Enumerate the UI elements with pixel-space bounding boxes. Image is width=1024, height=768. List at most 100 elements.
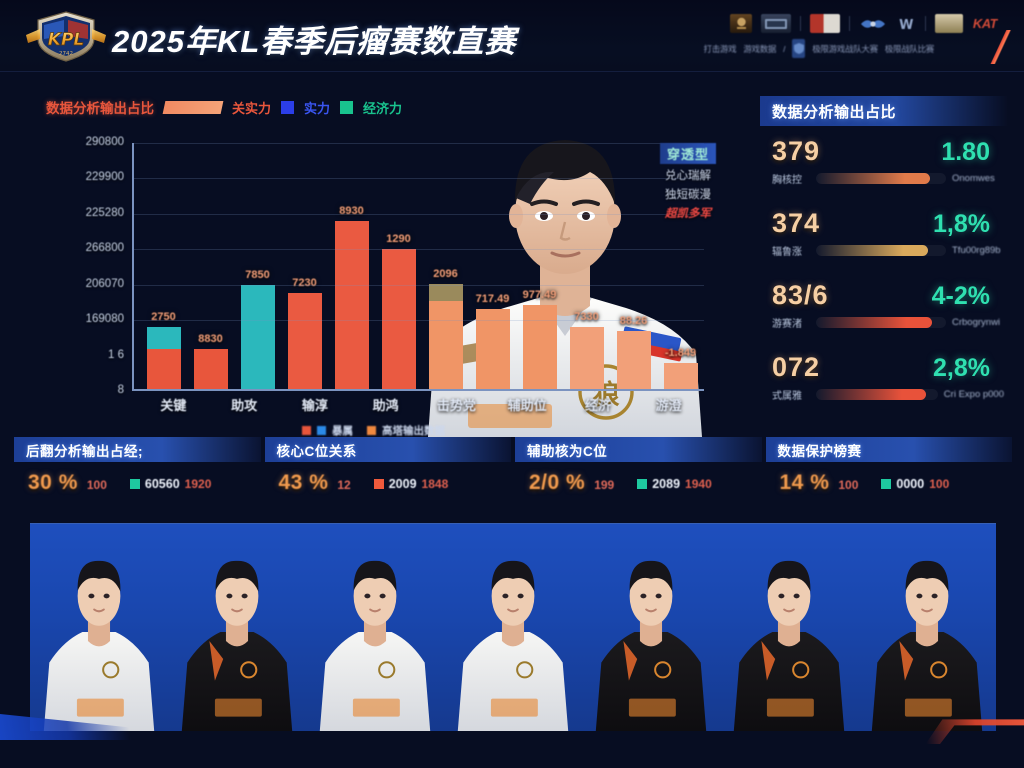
stat-card-tail: 2089 1940: [637, 477, 712, 491]
bar-slot[interactable]: 717.49: [469, 143, 516, 389]
stats-row-progress: [816, 173, 946, 184]
stats-row[interactable]: 072 2,8% 式属雅 Cri Expo p000: [760, 342, 1008, 414]
bar-value-label: 8830: [198, 333, 223, 345]
roster-player[interactable]: [858, 551, 996, 731]
progress-fill: [816, 173, 931, 184]
sponsor-divider: [849, 16, 850, 31]
roster-player[interactable]: [444, 551, 582, 731]
stats-row-percent: 2,8%: [933, 354, 990, 382]
bar-slot[interactable]: 977.49: [516, 143, 563, 389]
x-axis-tick: 击势党: [436, 398, 476, 413]
progress-fill: [816, 317, 932, 328]
bar-slot[interactable]: 88.26: [610, 143, 657, 389]
bar[interactable]: [193, 349, 228, 389]
y-axis-tick: 206070: [85, 277, 124, 290]
roster-player[interactable]: [306, 551, 444, 731]
hero-annotation: 穿透型 兑心瑞解 独短碳漫 超凯多军: [636, 143, 740, 221]
legend-swatch-green: [340, 100, 354, 114]
stat-card-number-2: 1920: [184, 477, 212, 491]
bar[interactable]: [569, 327, 604, 389]
svg-text:KPL: KPL: [48, 30, 84, 50]
header-bar: KPL 2742 2025年KL春季后瘤赛数直赛 W: [0, 0, 1024, 72]
stats-row-value: 83/6: [772, 280, 829, 310]
legend-swatch-blue: [281, 100, 295, 114]
bar-value-label: 7330: [574, 311, 599, 323]
stat-card-number-2: 100: [929, 477, 950, 491]
bar-slot[interactable]: -1.849: [657, 143, 704, 389]
bar-segment: [146, 327, 181, 349]
stats-row-progress: [816, 389, 938, 400]
stats-row-value: 072: [772, 352, 821, 382]
stat-card-subvalue: 12: [337, 478, 351, 492]
bar-segment: [428, 284, 463, 301]
bar-value-label: 2750: [151, 311, 176, 323]
bar[interactable]: [522, 305, 557, 389]
bar[interactable]: [428, 284, 463, 389]
stat-card-header: 数据保护榜赛: [765, 437, 1012, 462]
stats-row-label: 辐鲁涨: [772, 247, 802, 258]
stat-card-dot-icon: [129, 479, 140, 489]
bar-value-label: 7230: [292, 277, 317, 289]
legend-label-1: 实力: [304, 100, 331, 116]
stats-row[interactable]: 379 1.80 胸核控 Onomwes: [760, 126, 1008, 198]
bar-slot[interactable]: 8930: [328, 143, 375, 389]
roster-player[interactable]: [168, 551, 306, 731]
bar-slot[interactable]: 8830: [187, 143, 234, 389]
bar-slot[interactable]: 2096: [422, 143, 469, 389]
stats-row[interactable]: 83/6 4-2% 游赛渚 Crbogrynwi: [760, 270, 1008, 342]
bar[interactable]: [334, 221, 369, 389]
bar-segment: [428, 301, 463, 389]
sponsor-badge-5-icon: W: [896, 14, 916, 33]
stat-card[interactable]: 辅助核为C位 2/0 % 199 2089 1940: [515, 437, 762, 509]
bar[interactable]: [381, 249, 416, 389]
plot-area: 290800 229900 225280 266800 206070 169080 1 6 8…: [42, 136, 706, 437]
bar-slot[interactable]: 2750: [140, 143, 187, 389]
bar-chart-panel: 数据分析输出占比 关实力 实力 经济力 290800 229900 225280 26…: [24, 92, 724, 437]
bar[interactable]: [616, 331, 651, 389]
bar[interactable]: [475, 309, 510, 389]
sponsor-badge-1-icon: [730, 14, 752, 33]
stat-card-dot-icon: [373, 479, 384, 489]
y-axis-tick: 229900: [85, 171, 124, 184]
stat-card[interactable]: 数据保护榜赛 14 % 100 0000 100: [765, 437, 1012, 509]
roster-player[interactable]: [30, 551, 168, 731]
x-axis-tick: 助鸿: [372, 398, 399, 413]
bar-value-label: 8930: [339, 205, 364, 217]
stat-card-subvalue: 100: [838, 478, 859, 492]
bottom-legend-swatch-1: [367, 426, 376, 435]
stat-card-percent: 2/0 %: [529, 471, 586, 494]
svg-text:W: W: [899, 18, 913, 32]
legend-label-2: 经济力: [363, 100, 403, 116]
roster-player[interactable]: [582, 551, 720, 731]
stats-row-tail: Cri Expo p000: [943, 389, 1004, 400]
bar[interactable]: [240, 285, 275, 389]
bar[interactable]: [146, 327, 181, 389]
stats-row[interactable]: 374 1,8% 辐鲁涨 Tfu00rg89b: [760, 198, 1008, 270]
stat-card[interactable]: 后翻分析输出占经; 30 % 100 60560 1920: [14, 437, 261, 509]
sponsor-text-2: 游戏数据: [743, 43, 777, 54]
bar[interactable]: [663, 363, 698, 389]
bar-slot[interactable]: 7230: [281, 143, 328, 389]
bar-value-label: 7850: [245, 269, 270, 281]
y-axis-tick: 225280: [85, 206, 124, 219]
stat-card-header: 后翻分析输出占经;: [14, 437, 261, 462]
stat-card-row: 后翻分析输出占经; 30 % 100 60560 1920 核心C位关系 43 % 12 200…: [14, 437, 1012, 509]
bar-segment: [334, 221, 369, 389]
stat-card-body: 43 % 12 2009 1848: [265, 462, 512, 495]
legend-label-0: 关实力: [232, 100, 272, 116]
kpl-logo-icon: KPL 2742: [20, 9, 112, 63]
bar-slot[interactable]: 7850: [234, 143, 281, 389]
bottom-legend-label-1: 高塔输出数据: [382, 425, 445, 437]
bar-slot[interactable]: 1290: [375, 143, 422, 389]
roster-player[interactable]: [720, 551, 858, 731]
stat-card-body: 30 % 100 60560 1920: [14, 462, 261, 495]
stat-card-header: 辅助核为C位: [515, 437, 762, 462]
bottom-legend-swatch-0b: [317, 426, 326, 435]
stats-panel-header: 数据分析输出占比: [760, 96, 1008, 126]
bar-slot[interactable]: 7330: [563, 143, 610, 389]
stat-card-number-1: 60560: [144, 477, 180, 491]
stat-card[interactable]: 核心C位关系 43 % 12 2009 1848: [264, 437, 512, 509]
gridline: [134, 178, 704, 180]
stat-card-title: 核心C位关系: [276, 443, 357, 459]
bar[interactable]: [287, 293, 322, 389]
